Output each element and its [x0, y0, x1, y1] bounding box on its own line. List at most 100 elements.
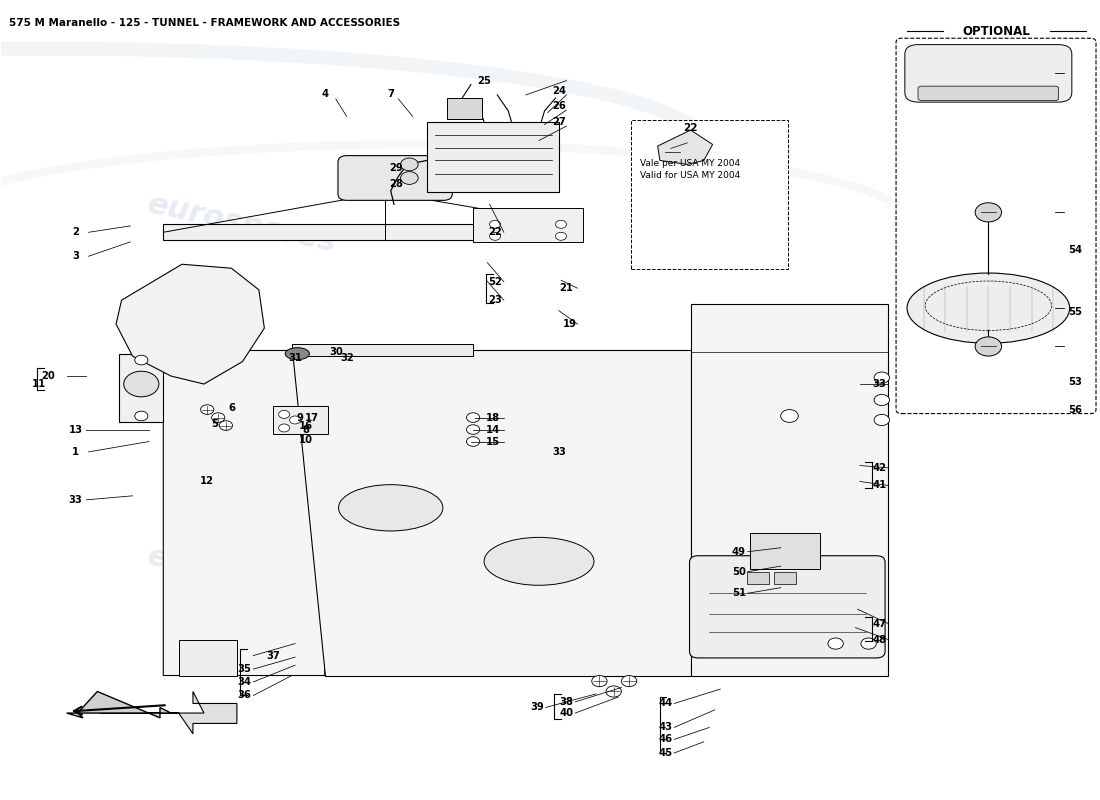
Circle shape — [621, 675, 637, 686]
Ellipse shape — [908, 273, 1069, 343]
Polygon shape — [473, 208, 583, 242]
Polygon shape — [292, 344, 473, 356]
Text: 37: 37 — [266, 650, 280, 661]
Text: 54: 54 — [1068, 245, 1082, 255]
Circle shape — [606, 686, 621, 697]
Polygon shape — [163, 350, 324, 675]
Text: 22: 22 — [683, 123, 697, 134]
Text: 575 M Maranello - 125 - TUNNEL - FRAMEWORK AND ACCESSORIES: 575 M Maranello - 125 - TUNNEL - FRAMEWO… — [10, 18, 400, 28]
Text: 8: 8 — [302, 425, 309, 434]
FancyBboxPatch shape — [750, 534, 821, 569]
Circle shape — [781, 410, 799, 422]
Text: 13: 13 — [68, 426, 82, 435]
Text: 35: 35 — [238, 664, 252, 674]
Text: 24: 24 — [552, 86, 565, 96]
Text: 22: 22 — [488, 227, 502, 238]
Circle shape — [556, 232, 566, 240]
FancyBboxPatch shape — [774, 572, 796, 585]
Circle shape — [490, 220, 500, 228]
Polygon shape — [163, 224, 572, 240]
Text: 53: 53 — [1068, 378, 1082, 387]
Text: 56: 56 — [1068, 406, 1082, 415]
Circle shape — [556, 220, 566, 228]
Text: 4: 4 — [321, 89, 328, 99]
Text: 11: 11 — [32, 379, 46, 389]
Polygon shape — [116, 264, 264, 384]
FancyBboxPatch shape — [690, 556, 886, 658]
Circle shape — [278, 410, 289, 418]
Text: 34: 34 — [238, 677, 252, 687]
Text: 17: 17 — [305, 414, 319, 423]
Text: 38: 38 — [560, 697, 573, 707]
FancyBboxPatch shape — [631, 121, 789, 269]
Polygon shape — [100, 691, 236, 734]
Text: 45: 45 — [658, 748, 672, 758]
Circle shape — [976, 202, 1001, 222]
Polygon shape — [292, 350, 691, 675]
Circle shape — [278, 424, 289, 432]
Text: eurospares: eurospares — [145, 542, 340, 610]
Text: 1: 1 — [72, 447, 79, 457]
Text: 9: 9 — [296, 414, 303, 423]
Circle shape — [861, 638, 877, 649]
Ellipse shape — [285, 348, 309, 360]
FancyBboxPatch shape — [896, 38, 1096, 414]
Text: eurospares: eurospares — [431, 366, 625, 434]
Text: 52: 52 — [488, 277, 502, 287]
Text: 23: 23 — [488, 295, 502, 305]
Text: 46: 46 — [658, 734, 672, 745]
Text: 49: 49 — [732, 546, 746, 557]
Text: 42: 42 — [872, 463, 887, 473]
FancyBboxPatch shape — [338, 156, 452, 200]
Circle shape — [200, 405, 213, 414]
Text: 14: 14 — [486, 426, 500, 435]
Circle shape — [828, 638, 844, 649]
Polygon shape — [178, 639, 236, 675]
Text: 43: 43 — [659, 722, 672, 733]
Circle shape — [400, 158, 418, 170]
Text: 29: 29 — [389, 163, 403, 174]
Text: 41: 41 — [872, 481, 887, 490]
Text: 30: 30 — [329, 347, 342, 357]
Text: OPTIONAL: OPTIONAL — [962, 25, 1030, 38]
Text: 19: 19 — [563, 319, 576, 329]
Circle shape — [211, 413, 224, 422]
Text: 44: 44 — [658, 698, 672, 709]
FancyBboxPatch shape — [905, 45, 1071, 102]
Circle shape — [592, 675, 607, 686]
Polygon shape — [691, 304, 889, 675]
Circle shape — [490, 232, 500, 240]
Text: 26: 26 — [552, 101, 565, 111]
Circle shape — [976, 337, 1001, 356]
Text: Vale per USA MY 2004
Valid for USA MY 2004: Vale per USA MY 2004 Valid for USA MY 20… — [640, 159, 740, 180]
Text: eurospares: eurospares — [145, 190, 340, 258]
Text: 48: 48 — [872, 634, 887, 645]
Circle shape — [289, 416, 300, 424]
Circle shape — [466, 437, 480, 446]
FancyBboxPatch shape — [447, 98, 482, 119]
Ellipse shape — [484, 538, 594, 586]
Circle shape — [874, 414, 890, 426]
Text: 33: 33 — [68, 495, 82, 505]
Polygon shape — [427, 122, 559, 192]
Text: 5: 5 — [211, 419, 219, 429]
Circle shape — [123, 371, 158, 397]
Text: 50: 50 — [732, 566, 746, 577]
Text: 21: 21 — [560, 283, 573, 293]
Polygon shape — [67, 691, 170, 718]
FancyBboxPatch shape — [747, 572, 769, 585]
Text: 33: 33 — [552, 447, 565, 457]
Text: 2: 2 — [72, 227, 79, 238]
Text: 33: 33 — [872, 379, 887, 389]
Text: 31: 31 — [288, 353, 302, 362]
Text: 55: 55 — [1068, 307, 1082, 317]
Circle shape — [134, 411, 147, 421]
Polygon shape — [273, 406, 328, 434]
Text: 15: 15 — [486, 438, 499, 447]
Text: 28: 28 — [389, 179, 403, 190]
Circle shape — [874, 394, 890, 406]
Text: 20: 20 — [41, 371, 55, 381]
Text: 32: 32 — [340, 353, 353, 362]
Circle shape — [874, 372, 890, 383]
Circle shape — [134, 355, 147, 365]
